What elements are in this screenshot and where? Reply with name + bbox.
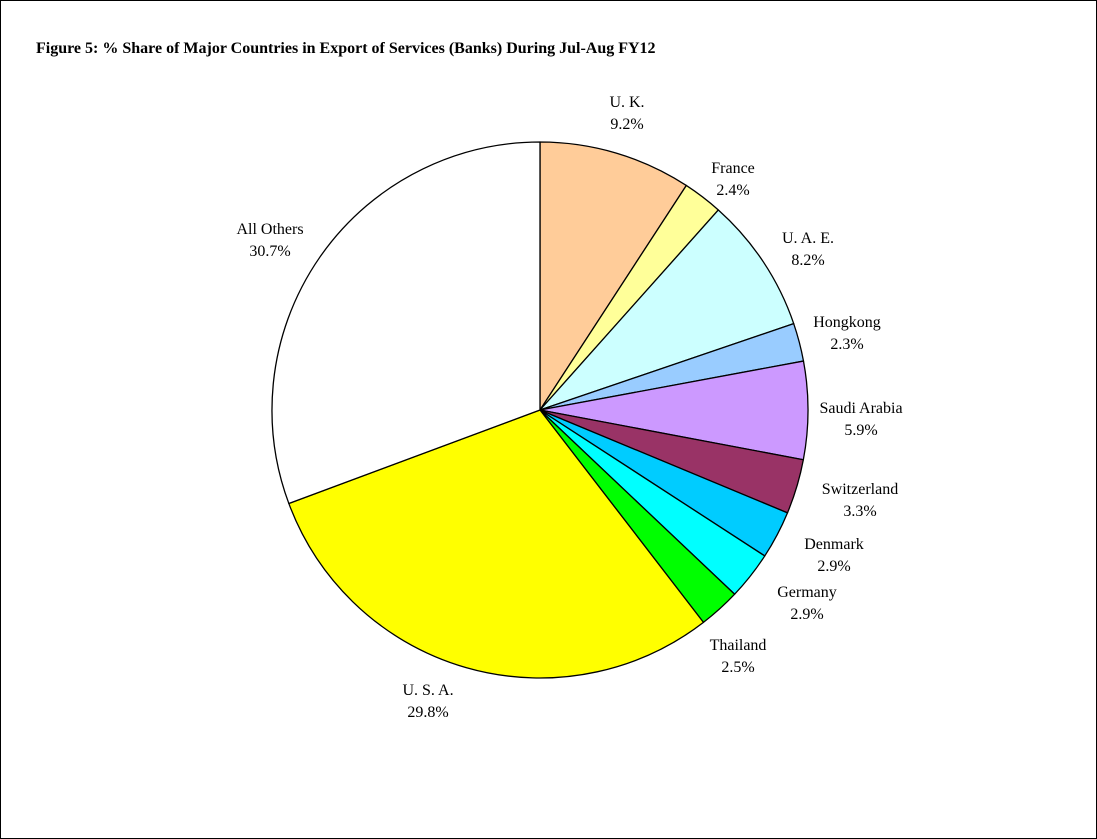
slice-label-u-a-e: U. A. E. (782, 230, 834, 247)
slice-label-germany: Germany (777, 584, 837, 601)
slice-value-u-k: 9.2% (610, 116, 643, 133)
slice-value-u-s-a: 29.8% (407, 704, 448, 721)
pie-slice-all-others (271, 141, 541, 505)
slice-label-switzerland: Switzerland (822, 481, 898, 498)
slice-label-thailand: Thailand (710, 637, 767, 654)
slice-value-germany: 2.9% (790, 606, 823, 623)
slice-label-u-k: U. K. (609, 94, 644, 111)
pie-slice-u-a-e (539, 209, 795, 411)
slice-value-hongkong: 2.3% (830, 336, 863, 353)
slice-value-thailand: 2.5% (721, 659, 754, 676)
slice-value-saudi-arabia: 5.9% (844, 422, 877, 439)
slice-value-france: 2.4% (716, 182, 749, 199)
pie-slice-u-s-a (288, 409, 705, 679)
slice-label-saudi-arabia: Saudi Arabia (819, 400, 902, 417)
slice-label-hongkong: Hongkong (813, 314, 881, 331)
slice-label-denmark: Denmark (804, 536, 864, 553)
slice-value-u-a-e: 8.2% (791, 252, 824, 269)
slice-value-denmark: 2.9% (817, 558, 850, 575)
slice-value-switzerland: 3.3% (843, 503, 876, 520)
slice-label-u-s-a: U. S. A. (402, 682, 453, 699)
slice-value-all-others: 30.7% (249, 243, 290, 260)
slice-label-all-others: All Others (236, 221, 303, 238)
chart-title: Figure 5: % Share of Major Countries in … (36, 40, 656, 57)
pie-slice-u-k (539, 141, 687, 411)
slice-label-france: France (711, 160, 755, 177)
